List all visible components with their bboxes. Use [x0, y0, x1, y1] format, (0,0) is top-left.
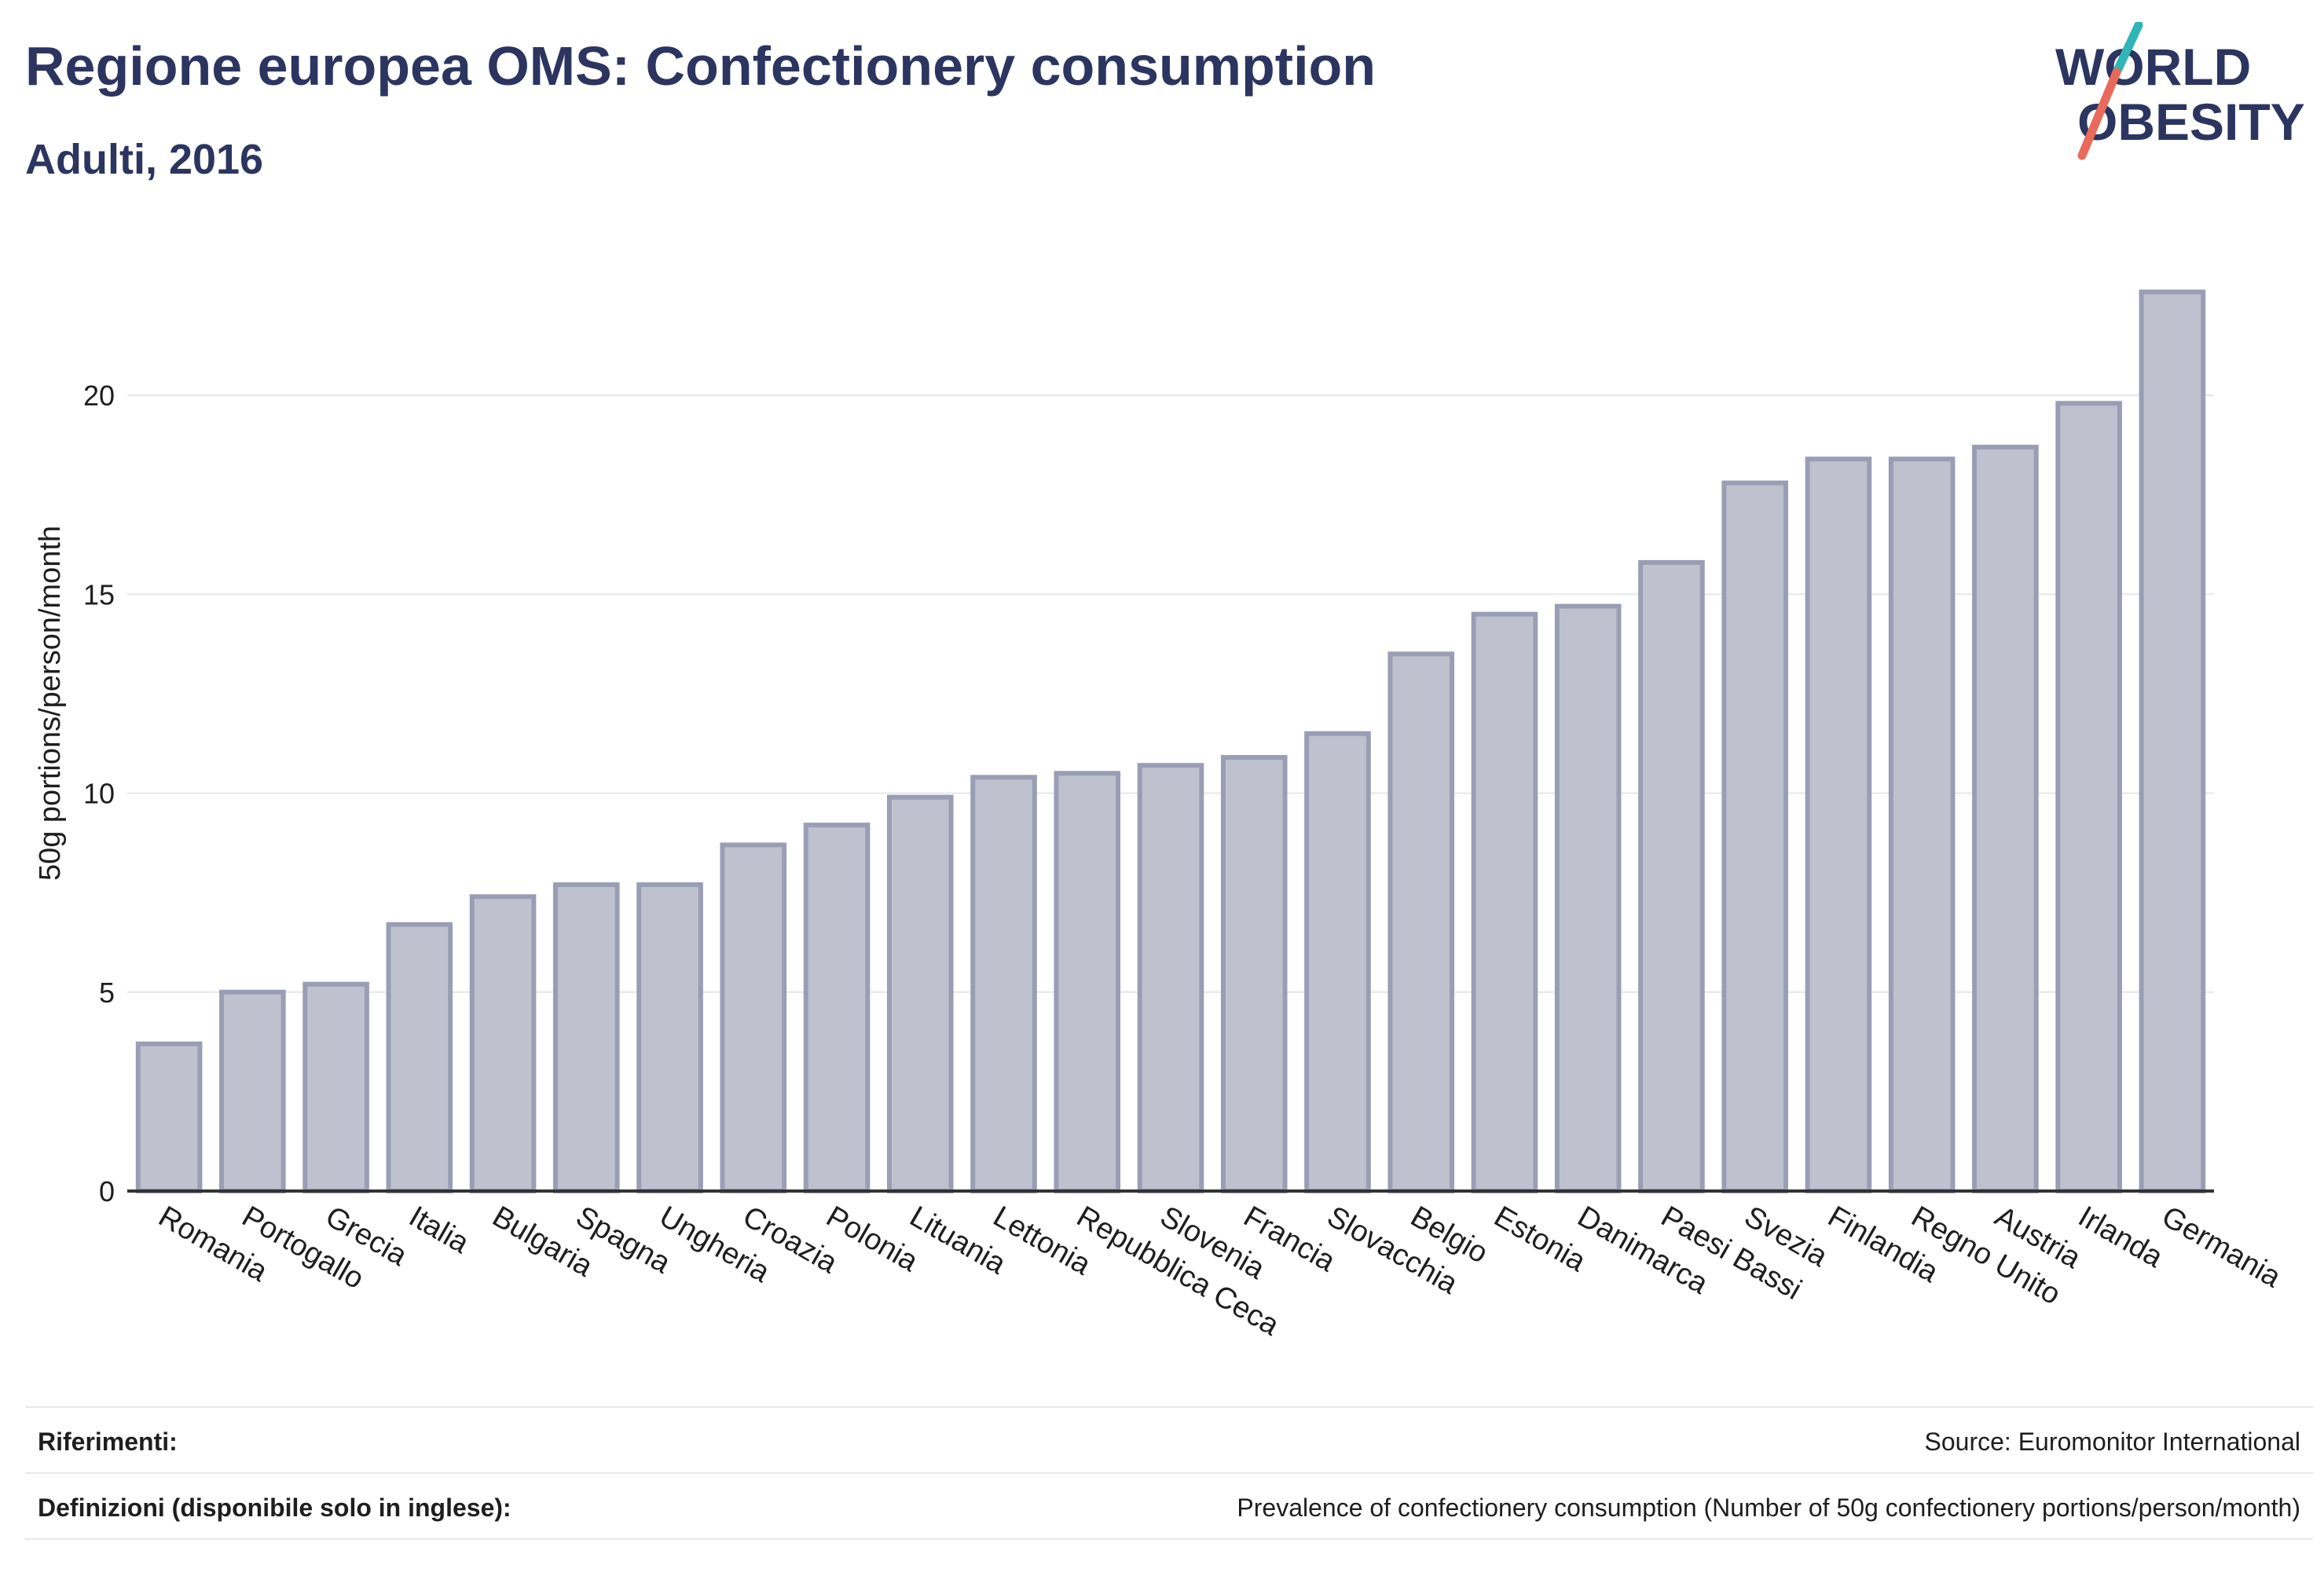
- footer-divider: [25, 1538, 2313, 1540]
- footer-references-row: Riferimenti: Source: Euromonitor Interna…: [38, 1409, 2300, 1474]
- chart-subtitle: Adulti, 2016: [25, 136, 264, 183]
- bar[interactable]: [135, 1041, 203, 1194]
- bar[interactable]: [386, 922, 453, 1193]
- bar[interactable]: [1805, 456, 1872, 1193]
- bar[interactable]: [1471, 611, 1538, 1193]
- y-tick-label: 20: [83, 379, 115, 412]
- bar[interactable]: [886, 794, 954, 1193]
- bar[interactable]: [219, 989, 286, 1193]
- y-tick-label: 15: [83, 578, 115, 610]
- y-tick-label: 5: [99, 977, 115, 1009]
- footer-divider: [25, 1472, 2313, 1474]
- y-axis-label: 50g portions/person/month: [34, 526, 67, 881]
- logo-slash-coral: [2077, 68, 2121, 160]
- bar[interactable]: [803, 823, 871, 1194]
- y-tick-labels: 0 5 10 15 20: [83, 379, 115, 1208]
- footer-divider: [25, 1406, 2313, 1408]
- bar[interactable]: [1137, 763, 1204, 1193]
- references-label: Riferimenti:: [38, 1427, 178, 1456]
- logo-word-world: WORLD: [2055, 38, 2251, 96]
- chart-title: Regione europea OMS: Confectionery consu…: [25, 35, 1376, 97]
- bar[interactable]: [1638, 559, 1705, 1193]
- x-tick-label: Lituania: [904, 1200, 1012, 1281]
- bar[interactable]: [469, 894, 537, 1194]
- bar[interactable]: [2139, 289, 2206, 1193]
- world-obesity-logo[interactable]: WORLD OBESITY: [2051, 22, 2318, 171]
- bar[interactable]: [1888, 456, 1956, 1193]
- definitions-label: Definizioni (disponibile solo in inglese…: [38, 1493, 511, 1522]
- bar[interactable]: [1304, 731, 1371, 1193]
- x-tick-label: Germania: [2156, 1200, 2286, 1294]
- bar[interactable]: [1054, 771, 1121, 1193]
- y-tick-label: 10: [83, 778, 115, 810]
- bar[interactable]: [1387, 651, 1455, 1193]
- bar[interactable]: [1972, 445, 2039, 1193]
- x-tick-label: Irlanda: [2073, 1200, 2168, 1274]
- x-tick-label: Estonia: [1488, 1200, 1592, 1278]
- references-value: Source: Euromonitor International: [1924, 1427, 2300, 1456]
- bar[interactable]: [636, 882, 703, 1193]
- bar[interactable]: [1554, 603, 1622, 1193]
- logo-word-obesity: OBESITY: [2077, 93, 2305, 151]
- x-tick-label: Polonia: [821, 1200, 925, 1278]
- y-tick-label: 0: [99, 1175, 115, 1208]
- bar[interactable]: [2055, 401, 2122, 1193]
- definitions-value: Prevalence of confectionery consumption …: [1237, 1493, 2300, 1522]
- bar[interactable]: [720, 842, 787, 1193]
- bar[interactable]: [1220, 755, 1288, 1193]
- x-tick-label: Italia: [403, 1200, 475, 1260]
- bar[interactable]: [970, 775, 1037, 1193]
- bar[interactable]: [302, 981, 369, 1194]
- logo-slash-teal: [2112, 22, 2143, 77]
- footer-definitions-row: Definizioni (disponibile solo in inglese…: [38, 1475, 2300, 1540]
- bar[interactable]: [1721, 480, 1788, 1193]
- bars: [135, 289, 2206, 1194]
- bar[interactable]: [553, 882, 620, 1193]
